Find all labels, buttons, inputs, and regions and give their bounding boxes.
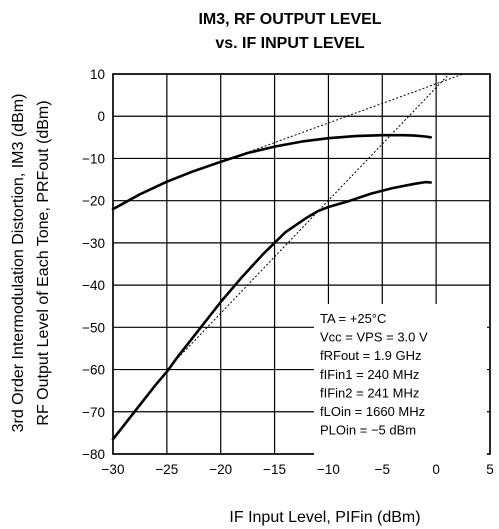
x-tick-label-0: −30 bbox=[102, 462, 125, 477]
y-tick-label-9: −80 bbox=[82, 447, 105, 462]
condition-line-6: PLOin = −5 dBm bbox=[320, 423, 416, 438]
plot-frame bbox=[112, 73, 491, 455]
x-tick-label-7: 5 bbox=[486, 462, 494, 477]
x-tick-label-5: −5 bbox=[375, 462, 390, 477]
x-tick-labels: −30 −25 −20 −15 −10 −5 0 5 bbox=[102, 462, 494, 477]
condition-line-2: fRFout = 1.9 GHz bbox=[320, 348, 422, 363]
y-axis-label-line2: RF Output Level of Each Tone, PRFout (dB… bbox=[35, 100, 52, 425]
y-tick-label-7: −60 bbox=[82, 363, 105, 378]
series-line-2 bbox=[166, 73, 464, 183]
condition-line-4: fIFin2 = 241 MHz bbox=[320, 385, 419, 400]
x-axis-label: IF Input Level, PIFin (dBm) bbox=[229, 509, 420, 526]
x-tick-label-6: 0 bbox=[432, 462, 440, 477]
condition-line-5: fLOin = 1660 MHz bbox=[320, 404, 425, 419]
y-axis-label-line1: 3rd Order Intermodulation Distortion, IM… bbox=[10, 94, 27, 433]
y-tick-label-4: −30 bbox=[82, 236, 105, 251]
x-tick-label-3: −15 bbox=[263, 462, 286, 477]
series-line-1 bbox=[111, 180, 433, 441]
conditions: TA = +25°C Vcc = VPS = 3.0 V fRFout = 1.9 … bbox=[320, 311, 428, 438]
series-line-3 bbox=[166, 73, 450, 370]
y-tick-label-5: −40 bbox=[82, 278, 105, 293]
condition-line-3: fIFin1 = 240 MHz bbox=[320, 367, 419, 382]
y-tick-labels: 10 0 −10 −20 −30 −40 −50 −60 −70 −80 bbox=[82, 67, 105, 462]
curves bbox=[111, 73, 464, 441]
x-tick-label-2: −20 bbox=[209, 462, 232, 477]
y-tick-label-0: 10 bbox=[90, 67, 105, 82]
conditions-box bbox=[314, 304, 487, 458]
y-tick-label-8: −70 bbox=[82, 405, 105, 420]
x-tick-label-1: −25 bbox=[155, 462, 178, 477]
y-tick-label-3: −20 bbox=[82, 194, 105, 209]
y-tick-label-2: −10 bbox=[82, 151, 105, 166]
condition-line-1: Vcc = VPS = 3.0 V bbox=[320, 330, 428, 345]
series-line-0 bbox=[111, 133, 433, 211]
grid bbox=[112, 73, 491, 455]
chart-title-line1: IM3, RF OUTPUT LEVEL bbox=[198, 11, 381, 28]
x-tick-label-4: −10 bbox=[317, 462, 340, 477]
y-tick-label-1: 0 bbox=[97, 109, 105, 124]
y-tick-label-6: −50 bbox=[82, 320, 105, 335]
condition-line-0: TA = +25°C bbox=[320, 311, 386, 326]
chart-title-line2: vs. IF INPUT LEVEL bbox=[215, 35, 365, 52]
